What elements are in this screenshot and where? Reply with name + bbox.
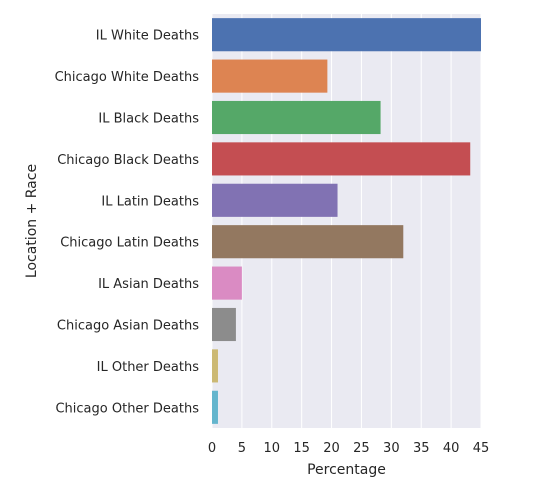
x-tick-label: 35	[413, 441, 430, 456]
x-axis-title: Percentage	[307, 462, 386, 478]
y-tick-label: Chicago Other Deaths	[55, 401, 199, 416]
y-tick-label: IL White Deaths	[96, 29, 199, 44]
bar	[212, 142, 471, 176]
bar	[212, 390, 218, 424]
bar	[212, 349, 218, 383]
x-tick-label: 0	[208, 441, 216, 456]
x-tick-label: 25	[353, 441, 370, 456]
bar	[212, 100, 381, 135]
bar	[212, 183, 338, 217]
x-tick-labels: 0 5 10 15 20 25 30 35 40 45	[208, 441, 489, 456]
category-labels: IL White Deaths Chicago White Deaths IL Bl…	[55, 29, 200, 417]
y-tick-label: Chicago Black Deaths	[57, 153, 199, 168]
y-tick-label: Chicago Latin Deaths	[60, 236, 199, 251]
bar	[212, 307, 236, 342]
x-tick-label: 20	[323, 441, 340, 456]
x-tick-label: 40	[443, 441, 460, 456]
y-tick-label: IL Other Deaths	[97, 360, 200, 375]
bar	[212, 225, 404, 259]
x-tick-label: 30	[383, 441, 400, 456]
x-tick-label: 15	[293, 441, 310, 456]
y-tick-label: IL Asian Deaths	[98, 277, 199, 292]
bar	[212, 59, 328, 93]
y-tick-label: IL Black Deaths	[98, 112, 199, 127]
y-tick-label: Chicago Asian Deaths	[57, 319, 199, 334]
bar	[212, 18, 481, 52]
x-tick-label: 45	[473, 441, 490, 456]
bar	[212, 266, 242, 300]
y-tick-label: Chicago White Deaths	[55, 70, 200, 85]
x-tick-label: 5	[238, 441, 246, 456]
y-axis-title: Location + Race	[24, 164, 40, 278]
bars	[212, 18, 481, 424]
x-tick-label: 10	[264, 441, 281, 456]
y-tick-label: IL Latin Deaths	[101, 194, 199, 209]
